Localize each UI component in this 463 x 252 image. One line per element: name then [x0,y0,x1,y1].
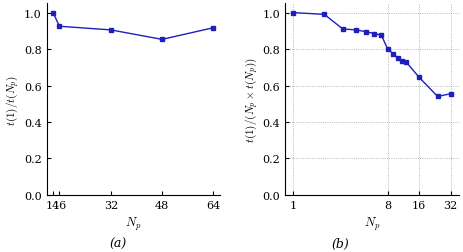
Text: (b): (b) [332,237,349,249]
Text: (a): (a) [109,237,127,249]
X-axis label: $N_p$: $N_p$ [125,215,141,232]
Y-axis label: $t(1)/t(N_p)$: $t(1)/t(N_p)$ [5,74,21,125]
Y-axis label: $t(1)/(N_p \times t(N_p))$: $t(1)/(N_p \times t(N_p))$ [243,57,260,142]
X-axis label: $N_p$: $N_p$ [364,215,380,232]
